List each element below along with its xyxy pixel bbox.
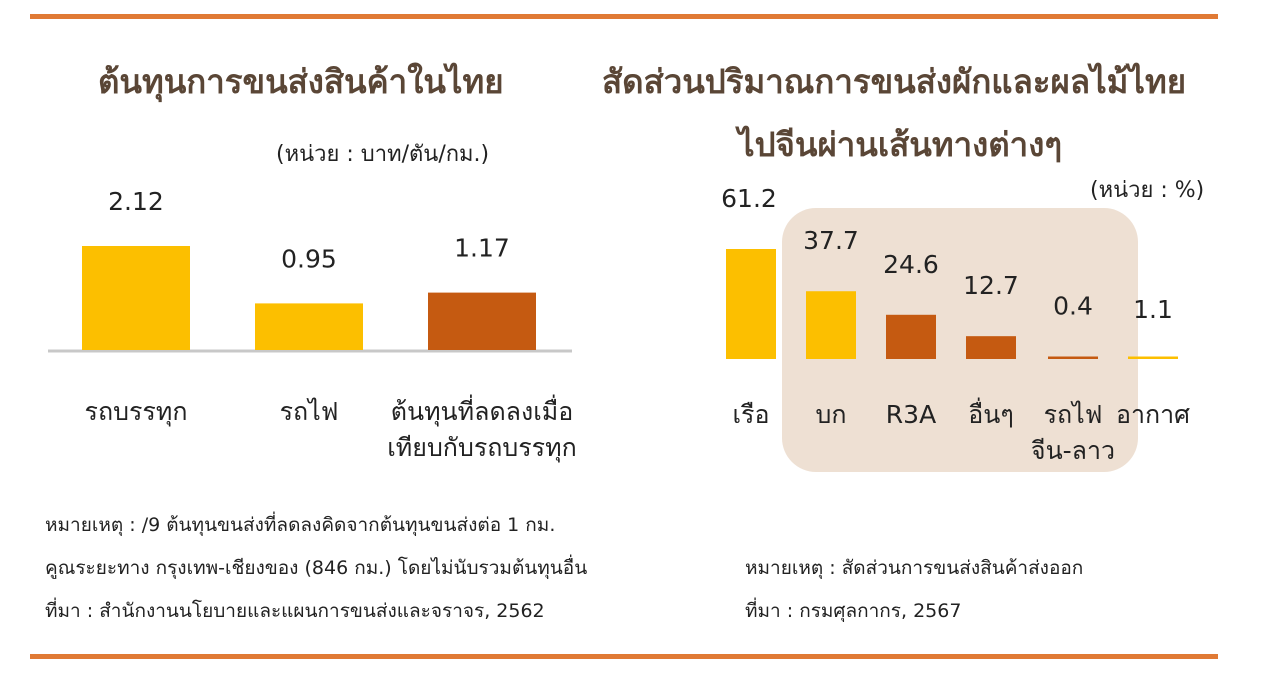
data-label: 1.1 [1133,295,1173,324]
right-chart-title-line1: สัดส่วนปริมาณการขนส่งผักและผลไม้ไทย [602,62,1187,101]
left-chart-title: ต้นทุนการขนส่งสินค้าในไทย [98,62,504,101]
bottom-rule [30,654,1218,659]
category-label: จีน-ลาว [1031,436,1115,465]
data-label: 37.7 [803,226,859,255]
category-label: R3A [886,400,936,429]
highlight-box [782,208,1138,472]
left-chart-unit: (หน่วย : บาท/ตัน/กม.) [276,142,490,167]
bar [428,292,536,350]
data-label: 0.4 [1053,292,1093,321]
left-source: ที่มา : สำนักงานนโยบายและแผนการขนส่งและจ… [45,600,545,622]
bar [82,246,190,350]
right-note: หมายเหตุ : สัดส่วนการขนส่งสินค้าส่งออก [745,557,1084,579]
bar [1048,356,1098,359]
data-label: 61.2 [721,184,777,213]
data-label: 24.6 [883,250,939,279]
category-label: อากาศ [1116,400,1190,429]
category-label: ต้นทุนที่ลดลงเมื่อ [391,394,574,427]
category-label: เรือ [733,400,770,429]
bar [1128,356,1178,359]
category-label: รถไฟ [280,397,339,426]
right-source: ที่มา : กรมศุลกากร, 2567 [745,600,962,622]
left-note-1: หมายเหตุ : /9 ต้นทุนขนส่งที่ลดลงคิดจากต้… [45,514,556,536]
category-label: รถไฟ [1044,400,1103,429]
data-label: 2.12 [108,187,164,216]
left-note-2: คูณระยะทาง กรุงเทพ-เชียงของ (846 กม.) โด… [45,557,588,579]
category-label: อื่นๆ [968,397,1014,429]
right-bar-chart: 61.2 เรือ 37.7 บก 24.6 R3A 12.7 อื่นๆ 0.4 รถไฟจีน… [721,184,1190,472]
left-bar-chart: 2.12 รถบรรทุก 0.95 รถไฟ 1.17 ต้นทุนที่ลดลงเมื… [48,187,577,463]
category-label: เทียบกับรถบรรทุก [387,433,576,463]
data-label: 12.7 [963,271,1019,300]
bar [255,303,363,350]
bar [726,249,776,359]
right-chart-title-line2: ไปจีนผ่านเส้นทางต่างๆ [738,125,1063,164]
right-chart-unit: (หน่วย : %) [1090,178,1205,203]
data-label: 0.95 [281,244,337,273]
top-rule [30,14,1218,19]
category-label: รถบรรทุก [85,397,188,427]
data-label: 1.17 [454,234,510,263]
bar [806,291,856,359]
bar [966,336,1016,359]
bar [886,314,936,359]
category-label: บก [815,400,846,429]
